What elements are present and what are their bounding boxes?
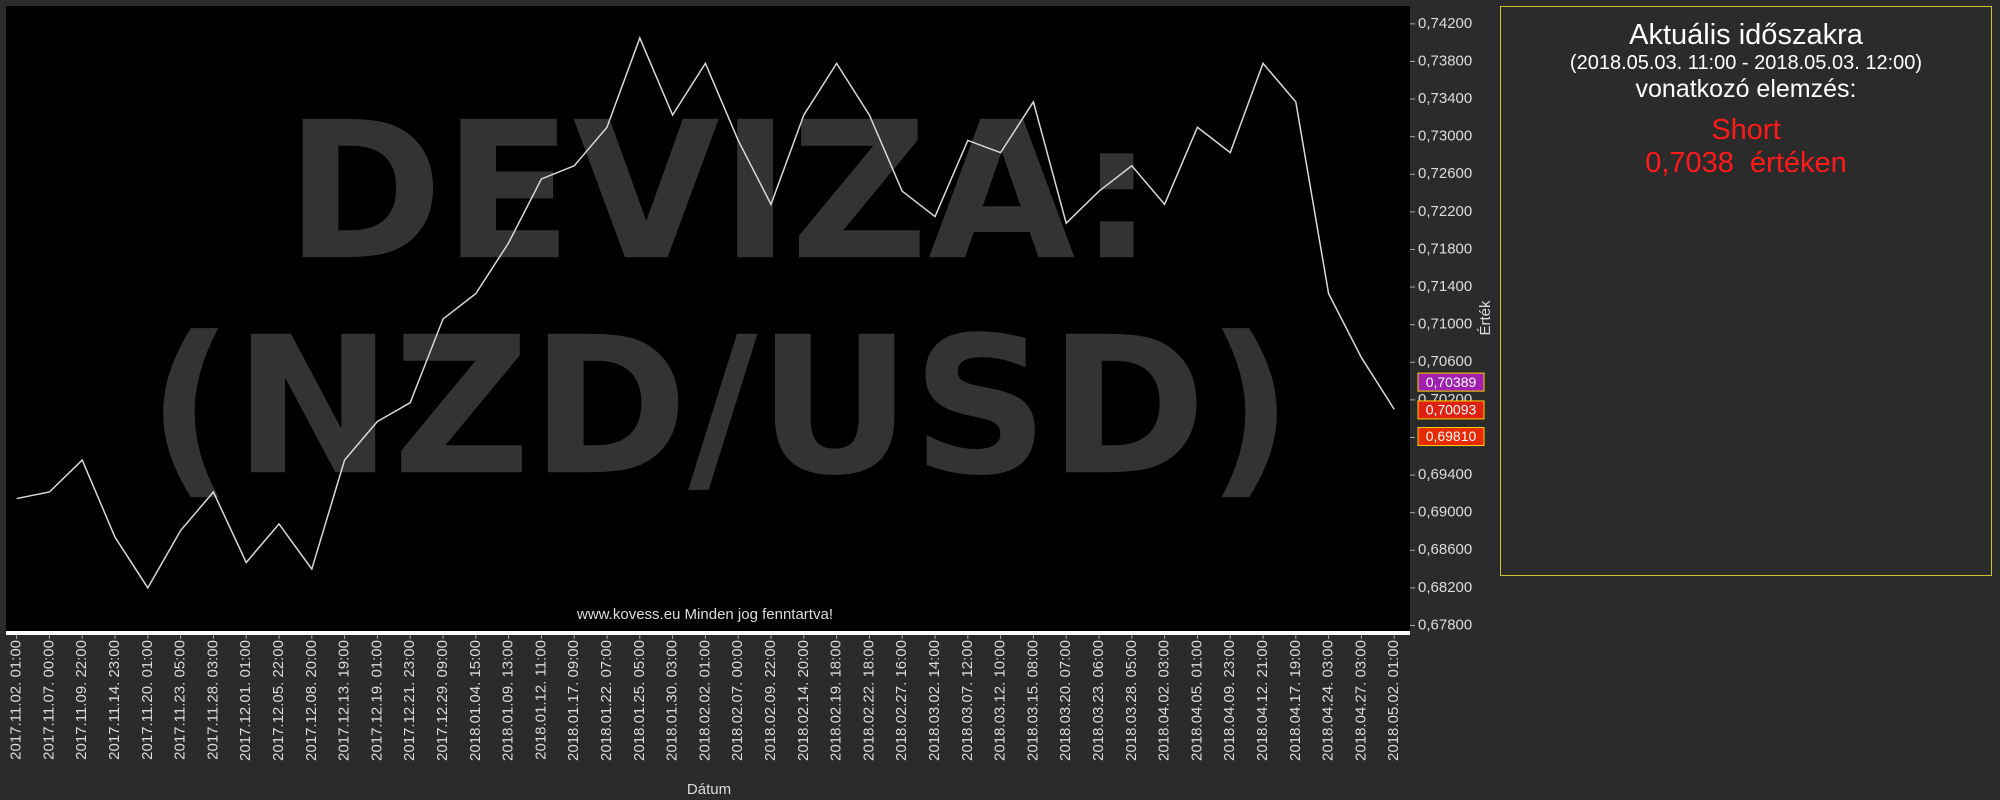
panel-period: (2018.05.03. 11:00 - 2018.05.03. 12:00)	[1569, 52, 1923, 75]
y-axis-title: Érték	[1477, 300, 1494, 336]
price-tag	[1417, 427, 1485, 447]
x-tick-label: 2018.04.27. 03:00	[1352, 640, 1369, 761]
watermark: DEVIZA: (NZD/USD)	[147, 81, 1293, 517]
x-tick-label: 2017.12.29. 09:00	[434, 640, 451, 761]
x-tick-label: 2017.11.07. 00:00	[40, 640, 57, 760]
x-tick-label: 2017.12.13. 19:00	[336, 640, 353, 761]
x-tick-label: 2018.04.17. 19:00	[1287, 640, 1304, 761]
y-tick-label: 0,74200	[1418, 15, 1472, 32]
x-tick-label: 2018.03.02. 14:00	[926, 640, 943, 761]
y-tick-label: 0,67800	[1418, 616, 1472, 633]
y-tick-label: 0,73800	[1418, 52, 1472, 69]
x-tick-label: 2018.01.30. 03:00	[664, 640, 681, 761]
y-tick-label: 0,71000	[1418, 316, 1472, 333]
price-tag-label: 0,70093	[1426, 402, 1477, 418]
price-tag-label: 0,70389	[1426, 374, 1477, 390]
price-line	[16, 35, 1395, 590]
x-tick-label: 2017.11.09. 22:00	[73, 640, 90, 760]
y-tick-label: 0,73000	[1418, 128, 1472, 145]
x-tick-label: 2018.02.27. 16:00	[893, 640, 910, 761]
y-tick-label: 0,72200	[1418, 203, 1472, 220]
y-tick-label: 0,72600	[1418, 165, 1472, 182]
x-tick-label: 2017.11.02. 01:00	[8, 640, 25, 760]
footer-note: www.kovess.eu Minden jog fenntartva!	[576, 606, 833, 623]
watermark-line: DEVIZA:	[285, 81, 1155, 302]
x-tick-label: 2017.12.19. 01:00	[368, 640, 385, 761]
analysis-panel: Aktuális időszakra (2018.05.03. 11:00 - …	[1500, 6, 1992, 576]
x-tick-label: 2018.01.12. 11:00	[532, 640, 549, 760]
x-tick-label: 2018.01.22. 07:00	[598, 640, 615, 761]
panel-signal: Short	[1711, 114, 1781, 147]
x-tick-label: 2018.01.04. 15:00	[467, 640, 484, 761]
x-tick-label: 2018.02.02. 01:00	[696, 640, 713, 761]
x-tick-label: 2018.03.07. 12:00	[959, 640, 976, 761]
y-tick-label: 0,73400	[1418, 90, 1472, 107]
x-axis-title: Dátum	[687, 781, 731, 798]
x-tick-label: 2018.04.12. 21:00	[1254, 640, 1271, 761]
x-tick-label: 2017.12.08. 20:00	[303, 640, 320, 761]
x-tick-label: 2018.03.23. 06:00	[1090, 640, 1107, 761]
y-tick-label: 0,69400	[1418, 466, 1472, 483]
x-tick-label: 2017.12.05. 22:00	[270, 640, 287, 761]
panel-title: Aktuális időszakra	[1629, 19, 1863, 51]
y-tick-label: 0,71400	[1418, 278, 1472, 295]
x-tick-label: 2018.01.25. 05:00	[631, 640, 648, 761]
price-tag-label: 0,69810	[1426, 428, 1477, 444]
x-tick-label: 2018.02.22. 18:00	[860, 640, 877, 761]
y-tick-label: 0,69000	[1418, 504, 1472, 521]
panel-subtitle: vonatkozó elemzés:	[1635, 75, 1857, 104]
x-tick-label: 2018.04.02. 03:00	[1156, 640, 1173, 761]
x-tick-label: 2018.03.28. 05:00	[1123, 640, 1140, 761]
x-tick-label: 2017.12.21. 23:00	[401, 640, 418, 761]
x-tick-label: 2018.02.07. 00:00	[729, 640, 746, 761]
x-tick-label: 2018.03.15. 08:00	[1024, 640, 1041, 761]
y-tick-label: 0,68600	[1418, 541, 1472, 558]
x-tick-label: 2018.01.09. 13:00	[500, 640, 517, 761]
x-tick-label: 2018.04.09. 23:00	[1221, 640, 1238, 761]
y-tick-label: 0,70600	[1418, 353, 1472, 370]
x-tick-label: 2018.02.09. 22:00	[762, 640, 779, 761]
x-tick-label: 2018.03.12. 10:00	[992, 640, 1009, 761]
y-tick-label: 0,71800	[1418, 240, 1472, 257]
plot-area	[6, 6, 1410, 633]
panel-price-suffix: értéken	[1750, 147, 1847, 180]
x-tick-label: 2018.02.19. 18:00	[828, 640, 845, 761]
x-tick-label: 2017.11.28. 03:00	[204, 640, 221, 760]
panel-price: 0,7038	[1645, 147, 1734, 180]
x-tick-label: 2018.03.20. 07:00	[1057, 640, 1074, 761]
x-tick-label: 2018.01.17. 09:00	[565, 640, 582, 761]
x-tick-label: 2018.04.24. 03:00	[1320, 640, 1337, 761]
x-tick-label: 2017.11.20. 01:00	[139, 640, 156, 760]
watermark-line: (NZD/USD)	[147, 296, 1293, 517]
x-tick-label: 2018.05.02. 01:00	[1385, 640, 1402, 761]
price-tag	[1417, 400, 1485, 420]
x-tick-label: 2017.11.14. 23:00	[106, 640, 123, 760]
panel-price-line: 0,7038 értéken	[1501, 147, 1991, 180]
x-tick-label: 2017.11.23. 05:00	[172, 640, 189, 760]
x-tick-label: 2017.12.01. 01:00	[237, 640, 254, 761]
x-tick-label: 2018.04.05. 01:00	[1188, 640, 1205, 761]
y-tick-label: 0,68200	[1418, 579, 1472, 596]
x-tick-label: 2018.02.14. 20:00	[795, 640, 812, 761]
price-tag	[1417, 372, 1485, 392]
